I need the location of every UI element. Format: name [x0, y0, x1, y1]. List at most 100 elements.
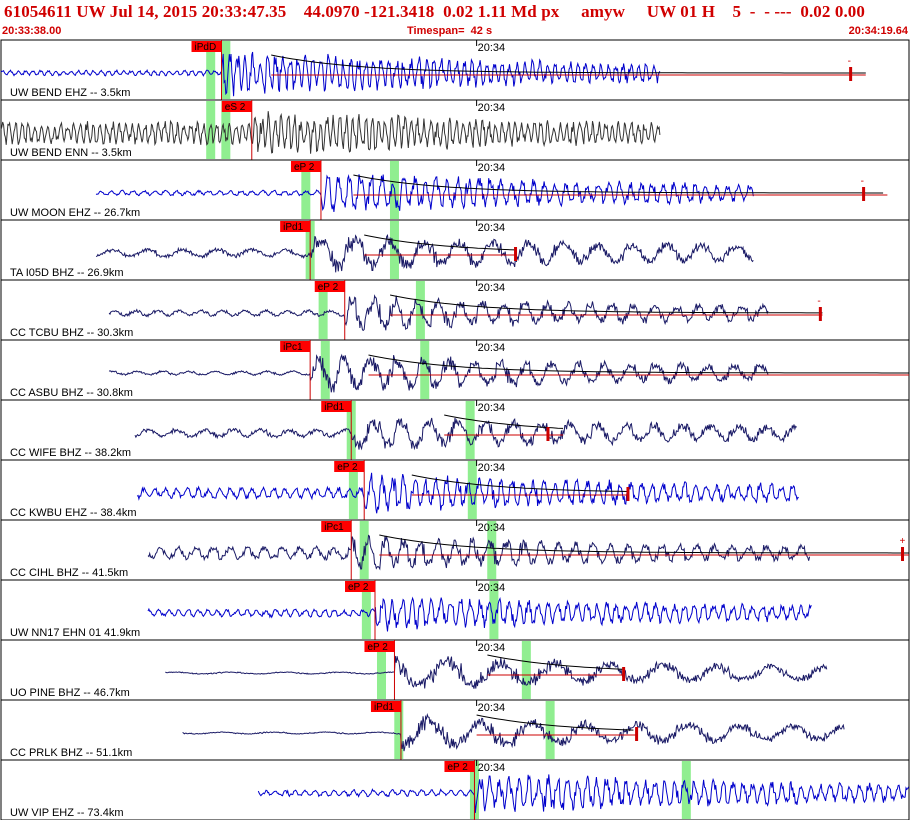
- panel-frame: [0, 459, 910, 521]
- station-label: CC TCBU BHZ -- 30.3km: [10, 327, 133, 339]
- seismic-trace: [0, 111, 661, 154]
- pick-flag: [444, 761, 475, 772]
- panel-frame: [0, 519, 910, 581]
- phase-window-marker: [465, 401, 475, 459]
- seismogram-stack[interactable]: 20:34 iPdD - UW BEND EHZ -- 3.5km 20:34 eS 2 U…: [0, 38, 910, 820]
- coda-fit-curve: [476, 714, 634, 731]
- phase-window-marker: [489, 581, 499, 639]
- end-marker: [626, 487, 630, 501]
- trace-panel[interactable]: 20:34 iPc1 + CC CIHL BHZ -- 41.5km: [0, 519, 910, 581]
- station-label: CC ASBU BHZ -- 30.8km: [10, 387, 133, 399]
- phase-window-marker: [361, 581, 371, 639]
- panel-frame: [0, 219, 910, 281]
- pick-flag: [345, 581, 376, 592]
- station-label: CC CIHL BHZ -- 41.5km: [10, 567, 128, 579]
- phase-window-marker: [376, 641, 386, 699]
- phase-window-marker: [348, 461, 358, 519]
- trace-end-mark: -: [861, 176, 864, 187]
- start-time-label: 20:33:38.00: [2, 25, 62, 37]
- pick-label: iPd1: [283, 222, 303, 233]
- station-label: CC KWBU EHZ -- 38.4km: [10, 507, 137, 519]
- trace-panel[interactable]: 20:34 eP 2 CC KWBU EHZ -- 38.4km: [0, 459, 910, 521]
- trace-end-mark: -: [817, 296, 820, 307]
- pick-label: eP 2: [348, 582, 369, 593]
- seismic-trace: [257, 774, 910, 813]
- pick-label: eP 2: [337, 462, 358, 473]
- pick-flag: [364, 641, 395, 652]
- trace-panel[interactable]: 20:34 iPd1 TA I05D BHZ -- 26.9km: [0, 219, 910, 281]
- phase-window-marker: [487, 521, 497, 579]
- pick-flag: [334, 461, 365, 472]
- trace-panel[interactable]: 20:34 eP 2 UO PINE BHZ -- 46.7km: [0, 639, 910, 701]
- minute-tick-label: 20:34: [478, 42, 506, 54]
- event-header: 61054611 UW Jul 14, 2015 20:33:47.35 44.…: [0, 0, 910, 40]
- seismic-trace: [95, 174, 754, 212]
- pick-label: iPc1: [324, 522, 344, 533]
- end-marker: [862, 187, 866, 201]
- pick-flag: [314, 281, 345, 292]
- pick-flag: [191, 41, 222, 52]
- minute-tick-label: 20:34: [478, 282, 506, 294]
- trace-panel[interactable]: 20:34 iPc1 CC ASBU BHZ -- 30.8km: [0, 339, 910, 401]
- pick-flag: [370, 701, 401, 712]
- phase-window-marker: [545, 701, 555, 759]
- pick-label: iPd1: [374, 702, 394, 713]
- minute-tick-label: 20:34: [478, 102, 506, 114]
- phase-window-marker: [420, 341, 430, 399]
- phase-window-marker: [521, 641, 531, 699]
- phase-window-marker: [206, 101, 216, 159]
- phase-window-marker: [221, 101, 231, 159]
- pick-flag: [321, 401, 352, 412]
- end-marker: [818, 307, 822, 321]
- trace-panel[interactable]: 20:34 iPdD - UW BEND EHZ -- 3.5km: [0, 39, 910, 101]
- station-label: TA I05D BHZ -- 26.9km: [10, 267, 124, 279]
- pick-flag: [280, 341, 311, 352]
- seismic-trace: [147, 534, 811, 571]
- pick-label: eP 2: [447, 762, 468, 773]
- minute-tick-label: 20:34: [478, 642, 506, 654]
- timespan-label: Timespan= 42 s: [407, 25, 493, 37]
- coda-fit-curve: [411, 474, 629, 492]
- seismic-trace: [165, 655, 828, 689]
- panel-frame: [0, 639, 910, 701]
- seismic-trace: [108, 294, 769, 332]
- trace-panel[interactable]: 20:34 eP 2 - UW MOON EHZ -- 26.7km: [0, 159, 910, 221]
- trace-end-mark: -: [848, 56, 851, 67]
- trace-panel[interactable]: 20:34 eP 2 - CC TCBU BHZ -- 30.3km: [0, 279, 910, 341]
- phase-window-marker: [206, 41, 216, 99]
- panel-frame: [0, 699, 910, 761]
- pick-label: eS 2: [225, 102, 246, 113]
- seismic-trace: [134, 417, 797, 451]
- minute-tick-label: 20:34: [478, 162, 506, 174]
- seismic-trace: [108, 353, 769, 393]
- coda-fit-curve: [379, 534, 909, 554]
- phase-window-marker: [467, 461, 477, 519]
- seismic-trace: [0, 51, 661, 97]
- station-label: UW NN17 EHN 01 41.9km: [10, 627, 140, 639]
- pick-flag: [280, 221, 311, 232]
- coda-fit-curve: [364, 234, 516, 251]
- minute-tick-label: 20:34: [478, 402, 506, 414]
- minute-tick-label: 20:34: [478, 762, 506, 774]
- trace-panel[interactable]: 20:34 eP 2 UW VIP EHZ -- 73.4km: [0, 759, 910, 820]
- trace-panel[interactable]: 20:34 eS 2 UW BEND ENN -- 3.5km: [0, 99, 910, 161]
- minute-tick-label: 20:34: [478, 582, 506, 594]
- minute-tick-label: 20:34: [478, 222, 506, 234]
- phase-window-marker: [394, 701, 404, 759]
- station-label: UW MOON EHZ -- 26.7km: [10, 207, 140, 219]
- trace-panel[interactable]: 20:34 iPd1 CC PRLK BHZ -- 51.1km: [0, 699, 910, 761]
- station-label: UW BEND EHZ -- 3.5km: [10, 87, 130, 99]
- end-time-label: 20:34:19.64: [848, 25, 908, 37]
- trace-panel[interactable]: 20:34 eP 2 UW NN17 EHN 01 41.9km: [0, 579, 910, 641]
- pick-label: eP 2: [318, 282, 339, 293]
- pick-label: iPc1: [283, 342, 303, 353]
- seismic-trace: [95, 233, 754, 273]
- trace-end-mark: +: [900, 536, 906, 547]
- end-marker: [546, 427, 550, 441]
- pick-flag: [321, 521, 352, 532]
- seismic-trace: [182, 712, 845, 752]
- trace-panel[interactable]: 20:34 iPd1 CC WIFE BHZ -- 38.2km: [0, 399, 910, 461]
- station-label: CC WIFE BHZ -- 38.2km: [10, 447, 131, 459]
- coda-fit-curve: [390, 294, 823, 314]
- minute-tick-label: 20:34: [478, 702, 506, 714]
